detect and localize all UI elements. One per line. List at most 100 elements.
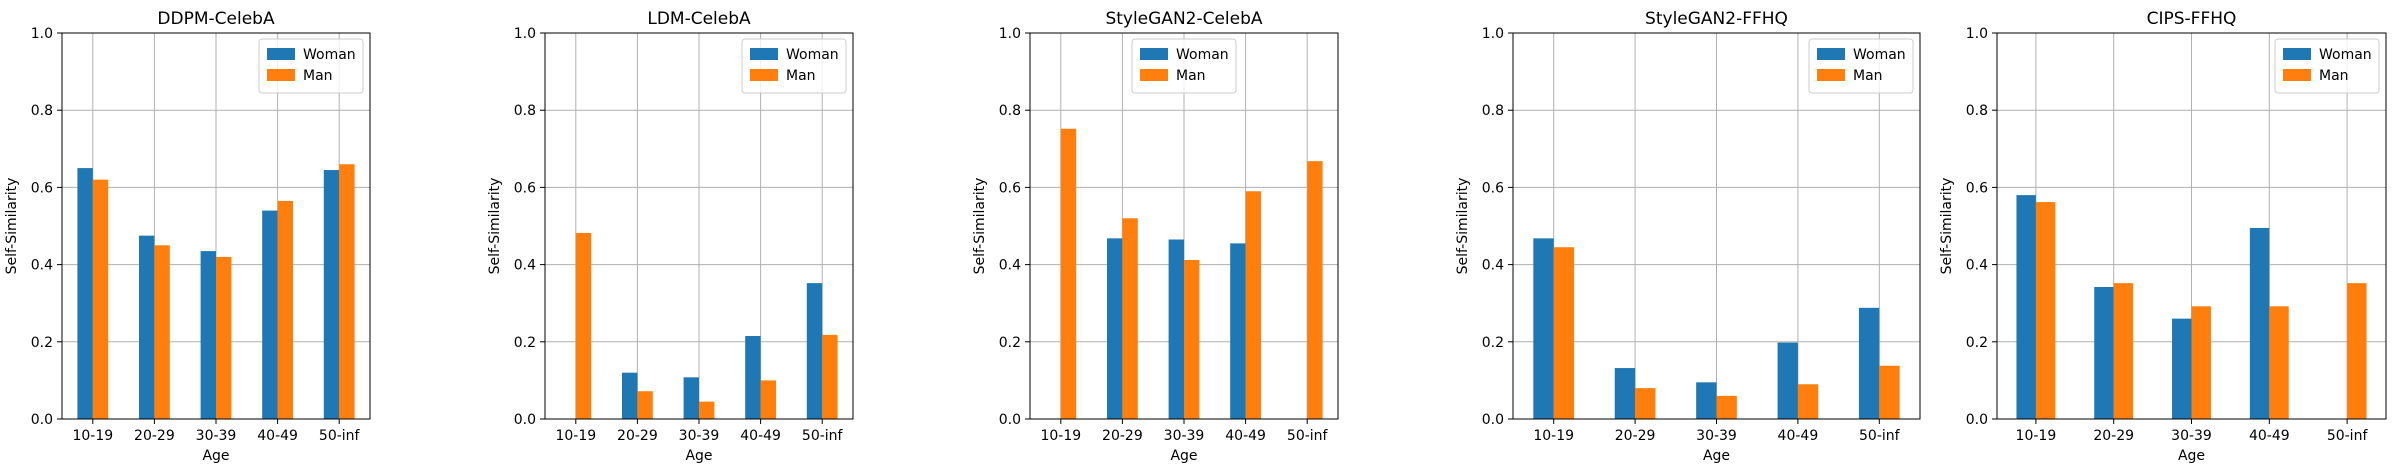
chart-title: StyleGAN2-CelebA [1105,9,1262,29]
y-tick-label: 0.0 [1966,412,1988,428]
x-tick-label: 30-39 [196,428,237,444]
bar-man-10-19 [92,179,109,419]
legend-swatch-woman [2283,48,2311,60]
legend: Woman Man [258,38,364,94]
bar-man-20-29 [154,245,170,419]
bar-woman-10-19 [77,168,93,419]
x-tick-label: 50-inf [802,428,844,444]
bar-woman-20-29 [1107,238,1123,419]
x-tick-label: 10-19 [2016,428,2057,444]
y-tick-label: 0.0 [514,412,536,428]
x-tick-label: 50-inf [319,428,361,444]
legend-swatch-man [750,69,778,81]
y-tick-label: 0.6 [514,180,536,196]
bar-woman-30-39 [200,251,216,419]
x-tick-label: 20-29 [1102,428,1143,444]
bar-man-20-29 [1635,388,1656,419]
bar-man-50-inf [2347,283,2367,419]
legend-label-woman: Woman [303,47,356,63]
bar-man-30-39 [699,401,715,419]
x-axis-label: Age [202,448,229,464]
x-axis-label: Age [2178,448,2205,464]
y-tick-label: 0.4 [1966,258,1988,274]
y-tick-label: 0.8 [999,103,1021,119]
bar-woman-40-49 [745,336,761,419]
bar-man-50-inf [339,164,355,419]
legend-swatch-woman [267,48,295,60]
bar-man-50-inf [1879,365,1900,419]
x-axis-label: Age [685,448,712,464]
y-tick-label: 1.0 [31,26,53,42]
x-tick-label: 10-19 [1533,428,1574,444]
y-axis-label: Self-Similarity [487,178,503,275]
y-tick-label: 0.6 [1482,180,1504,196]
legend-swatch-man [1817,69,1845,81]
bar-man-50-inf [822,334,838,419]
bar-man-20-29 [2113,283,2134,419]
chart-title: CIPS-FFHQ [2147,9,2237,29]
y-tick-label: 0.0 [999,412,1021,428]
legend-swatch-man [2283,69,2311,81]
bar-woman-40-49 [1230,243,1246,419]
bar-man-30-39 [1184,259,1200,419]
x-tick-label: 20-29 [1615,428,1656,444]
bar-man-50-inf [1307,161,1323,420]
chart-title: StyleGAN2-FFHQ [1645,9,1788,29]
x-tick-label: 40-49 [1225,428,1266,444]
legend-label-woman: Woman [2319,47,2372,63]
x-tick-label: 20-29 [617,428,658,444]
y-axis-label: Self-Similarity [4,178,20,275]
bar-woman-40-49 [262,210,278,419]
x-tick-label: 50-inf [1287,428,1329,444]
bar-woman-40-49 [1777,342,1798,419]
legend-label-woman: Woman [1176,47,1229,63]
legend: Woman Man [1808,38,1914,94]
y-tick-label: 0.4 [999,258,1021,274]
x-tick-label: 10-19 [1040,428,1081,444]
bar-woman-20-29 [1614,368,1636,419]
bar-man-30-39 [216,256,232,419]
x-tick-label: 10-19 [72,428,113,444]
chart-panel-3: 0.0 0.2 0.4 0.6 0.8 1.0 10-19 20-29 30-39 40-49 50… [972,9,1339,464]
y-tick-label: 0.4 [31,258,53,274]
chart-title: DDPM-CelebA [157,9,275,29]
y-tick-label: 0.0 [31,412,53,428]
bar-woman-30-39 [683,377,699,419]
x-axis-label: Age [1170,448,1197,464]
x-tick-label: 20-29 [134,428,175,444]
bar-man-10-19 [1060,128,1077,419]
legend-label-man: Man [2319,68,2349,84]
chart-title: LDM-CelebA [647,9,751,29]
legend: Woman Man [1131,38,1237,94]
y-tick-label: 0.8 [1966,103,1988,119]
y-tick-label: 0.4 [1482,258,1504,274]
x-tick-label: 20-29 [2093,428,2134,444]
legend-label-woman: Woman [786,47,839,63]
y-axis-label: Self-Similarity [1455,178,1471,275]
y-tick-label: 0.6 [31,180,53,196]
bar-woman-10-19 [1533,238,1554,419]
x-tick-label: 10-19 [555,428,596,444]
bar-man-40-49 [277,200,293,419]
x-tick-label: 40-49 [740,428,781,444]
y-tick-label: 1.0 [1482,26,1504,42]
bar-woman-30-39 [2172,318,2192,419]
legend-swatch-woman [1140,48,1168,60]
y-tick-label: 1.0 [999,26,1021,42]
bar-woman-30-39 [1696,382,1717,419]
y-tick-label: 1.0 [1966,26,1988,42]
y-axis-label: Self-Similarity [972,178,988,275]
bar-woman-50-inf [806,283,823,419]
legend-swatch-man [1140,69,1168,81]
chart-panel-5: 0.0 0.2 0.4 0.6 0.8 1.0 10-19 20-29 30-39 40-49 50… [1939,9,2387,464]
chart-panel-4: 0.0 0.2 0.4 0.6 0.8 1.0 10-19 20-29 30-39 40-49 50… [1455,9,1921,464]
bar-man-40-49 [760,380,776,419]
y-tick-label: 0.8 [1482,103,1504,119]
x-tick-label: 30-39 [2171,428,2212,444]
x-tick-label: 30-39 [1164,428,1205,444]
y-tick-label: 1.0 [514,26,536,42]
bar-woman-20-29 [622,372,638,419]
bar-woman-50-inf [1858,307,1880,419]
bar-woman-50-inf [323,170,340,419]
x-tick-label: 50-inf [2327,428,2369,444]
